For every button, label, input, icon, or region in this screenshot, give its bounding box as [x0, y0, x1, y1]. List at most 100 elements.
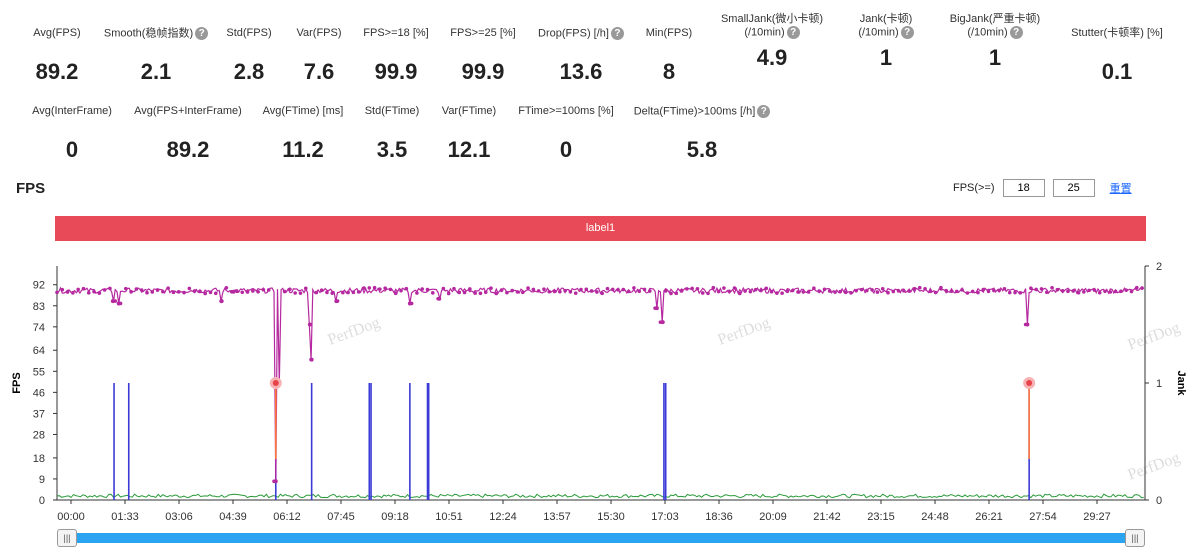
fps-dip-point [116, 301, 121, 306]
fps-point [388, 287, 393, 292]
reset-link[interactable]: 重置 [1109, 183, 1132, 195]
fps-point [737, 291, 742, 296]
help-icon[interactable]: ? [610, 27, 624, 40]
fps-point [1050, 285, 1054, 290]
x-tick-label: 29:27 [1083, 511, 1111, 523]
fps-point [579, 287, 583, 292]
help-icon[interactable]: ? [786, 26, 800, 39]
fps-point [446, 291, 451, 296]
stat-label-text: Avg(InterFrame) [32, 105, 112, 117]
fps-point [806, 290, 811, 294]
fps-point [1034, 287, 1038, 292]
fps-point [494, 291, 499, 296]
fps-point [986, 289, 991, 294]
fps-point [282, 289, 287, 294]
fps-point [801, 290, 806, 294]
fps-point [208, 290, 213, 295]
help-icon[interactable]: ? [900, 26, 914, 39]
stat-row2-6: Delta(FTime)>100ms [/h]? 5.8 [622, 105, 782, 163]
fps-point [499, 288, 504, 292]
stat-label: Var(FTime) [389, 105, 549, 118]
fps-chart[interactable]: PerfDogPerfDogPerfDogPerfDogPerfDogPerfD… [0, 250, 1200, 525]
stat-label-text: Std(FTime) [364, 105, 420, 117]
fps-point [1013, 290, 1017, 295]
fps-point [1087, 288, 1091, 293]
fps-point [383, 286, 387, 290]
fps-point [589, 289, 594, 293]
fps-dip-point [407, 301, 412, 306]
scrollbar-left-handle[interactable]: ||| [57, 529, 77, 547]
fps-point [1129, 289, 1134, 294]
fps-threshold-input-1[interactable] [1002, 179, 1045, 197]
fps-point [452, 286, 456, 291]
fps-point [76, 287, 80, 292]
help-icon[interactable]: ? [1009, 26, 1023, 39]
x-tick-label: 23:15 [867, 511, 895, 523]
stat-label-text: Avg(FPS+InterFrame) [134, 105, 242, 117]
fps-point [1092, 288, 1097, 292]
fps-point [139, 288, 144, 292]
stat-label: Var(FPS) [239, 27, 399, 40]
fps-point [1108, 290, 1113, 294]
time-scrollbar[interactable]: ||| ||| [57, 529, 1145, 547]
fps-point [965, 291, 970, 295]
scrollbar-track[interactable] [69, 533, 1133, 543]
fps-point [642, 287, 647, 292]
fps-point [944, 288, 949, 293]
y-tick-label: 64 [33, 345, 45, 357]
stat-label-text: Avg(FPS) [33, 27, 81, 39]
fps-point [1097, 290, 1102, 295]
fps-point [213, 291, 218, 296]
fps-point [251, 289, 255, 293]
stat-row1-9: Jank(卡顿) (/10min)? 1 [806, 13, 966, 71]
stat-row2-3: Std(FTime) 3.5 [312, 105, 472, 163]
fps-point [60, 287, 65, 292]
scrollbar-right-handle[interactable]: ||| [1125, 529, 1145, 547]
fps-threshold-input-2[interactable] [1052, 179, 1095, 197]
fps-point [431, 291, 435, 295]
stat-row1-5: FPS>=25 [%] 99.9 [403, 27, 563, 85]
fps-point [303, 286, 308, 291]
fps-threshold-controls: FPS(>=) 重置 [953, 179, 1132, 197]
x-tick-label: 09:18 [381, 511, 409, 523]
fps-point [346, 290, 350, 295]
help-icon[interactable]: ? [757, 105, 771, 118]
label-bar[interactable]: label1 [55, 216, 1146, 241]
x-tick-label: 15:30 [597, 511, 625, 523]
stat-label-text: Jank(卡顿) [859, 13, 913, 25]
fps-point [187, 286, 192, 291]
stat-value: 11.2 [282, 137, 324, 162]
y-tick-label: 46 [33, 387, 45, 399]
stat-row2-2: Avg(FTime) [ms] 11.2 [223, 105, 383, 163]
fps-point [415, 291, 419, 295]
y2-tick-label: 0 [1156, 495, 1162, 507]
fps-point [65, 290, 70, 294]
stat-row1-6: Drop(FPS) [/h]? 13.6 [501, 27, 661, 85]
fps-point [1018, 291, 1023, 295]
fps-point [351, 290, 356, 295]
fps-dip-point [219, 299, 224, 304]
fps-point [393, 291, 398, 296]
fps-point [637, 289, 642, 294]
fps-point [949, 289, 954, 294]
fps-point [55, 290, 59, 295]
fps-point [1082, 290, 1086, 294]
stat-label-text: Drop(FPS) [/h] [538, 27, 609, 40]
fps-point [261, 287, 266, 292]
stat-value: 13.6 [559, 59, 603, 85]
fps-point [404, 286, 409, 291]
fps-point [955, 289, 959, 294]
fps-point [531, 287, 536, 292]
stat-label-text: SmallJank(微小卡顿) [720, 13, 824, 25]
stat-value: 1 [988, 45, 1002, 71]
help-icon[interactable]: ? [195, 27, 209, 40]
stat-label-text: Std(FPS) [226, 27, 272, 39]
fps-point [1076, 290, 1081, 295]
fps-point [441, 286, 446, 291]
stat-value: 0 [65, 137, 79, 162]
fps-dip-point [334, 299, 339, 304]
fps-point [833, 290, 837, 294]
fps-point [478, 291, 483, 296]
fps-point [515, 290, 520, 294]
stat-row1-2: Std(FPS) 2.8 [169, 27, 329, 85]
